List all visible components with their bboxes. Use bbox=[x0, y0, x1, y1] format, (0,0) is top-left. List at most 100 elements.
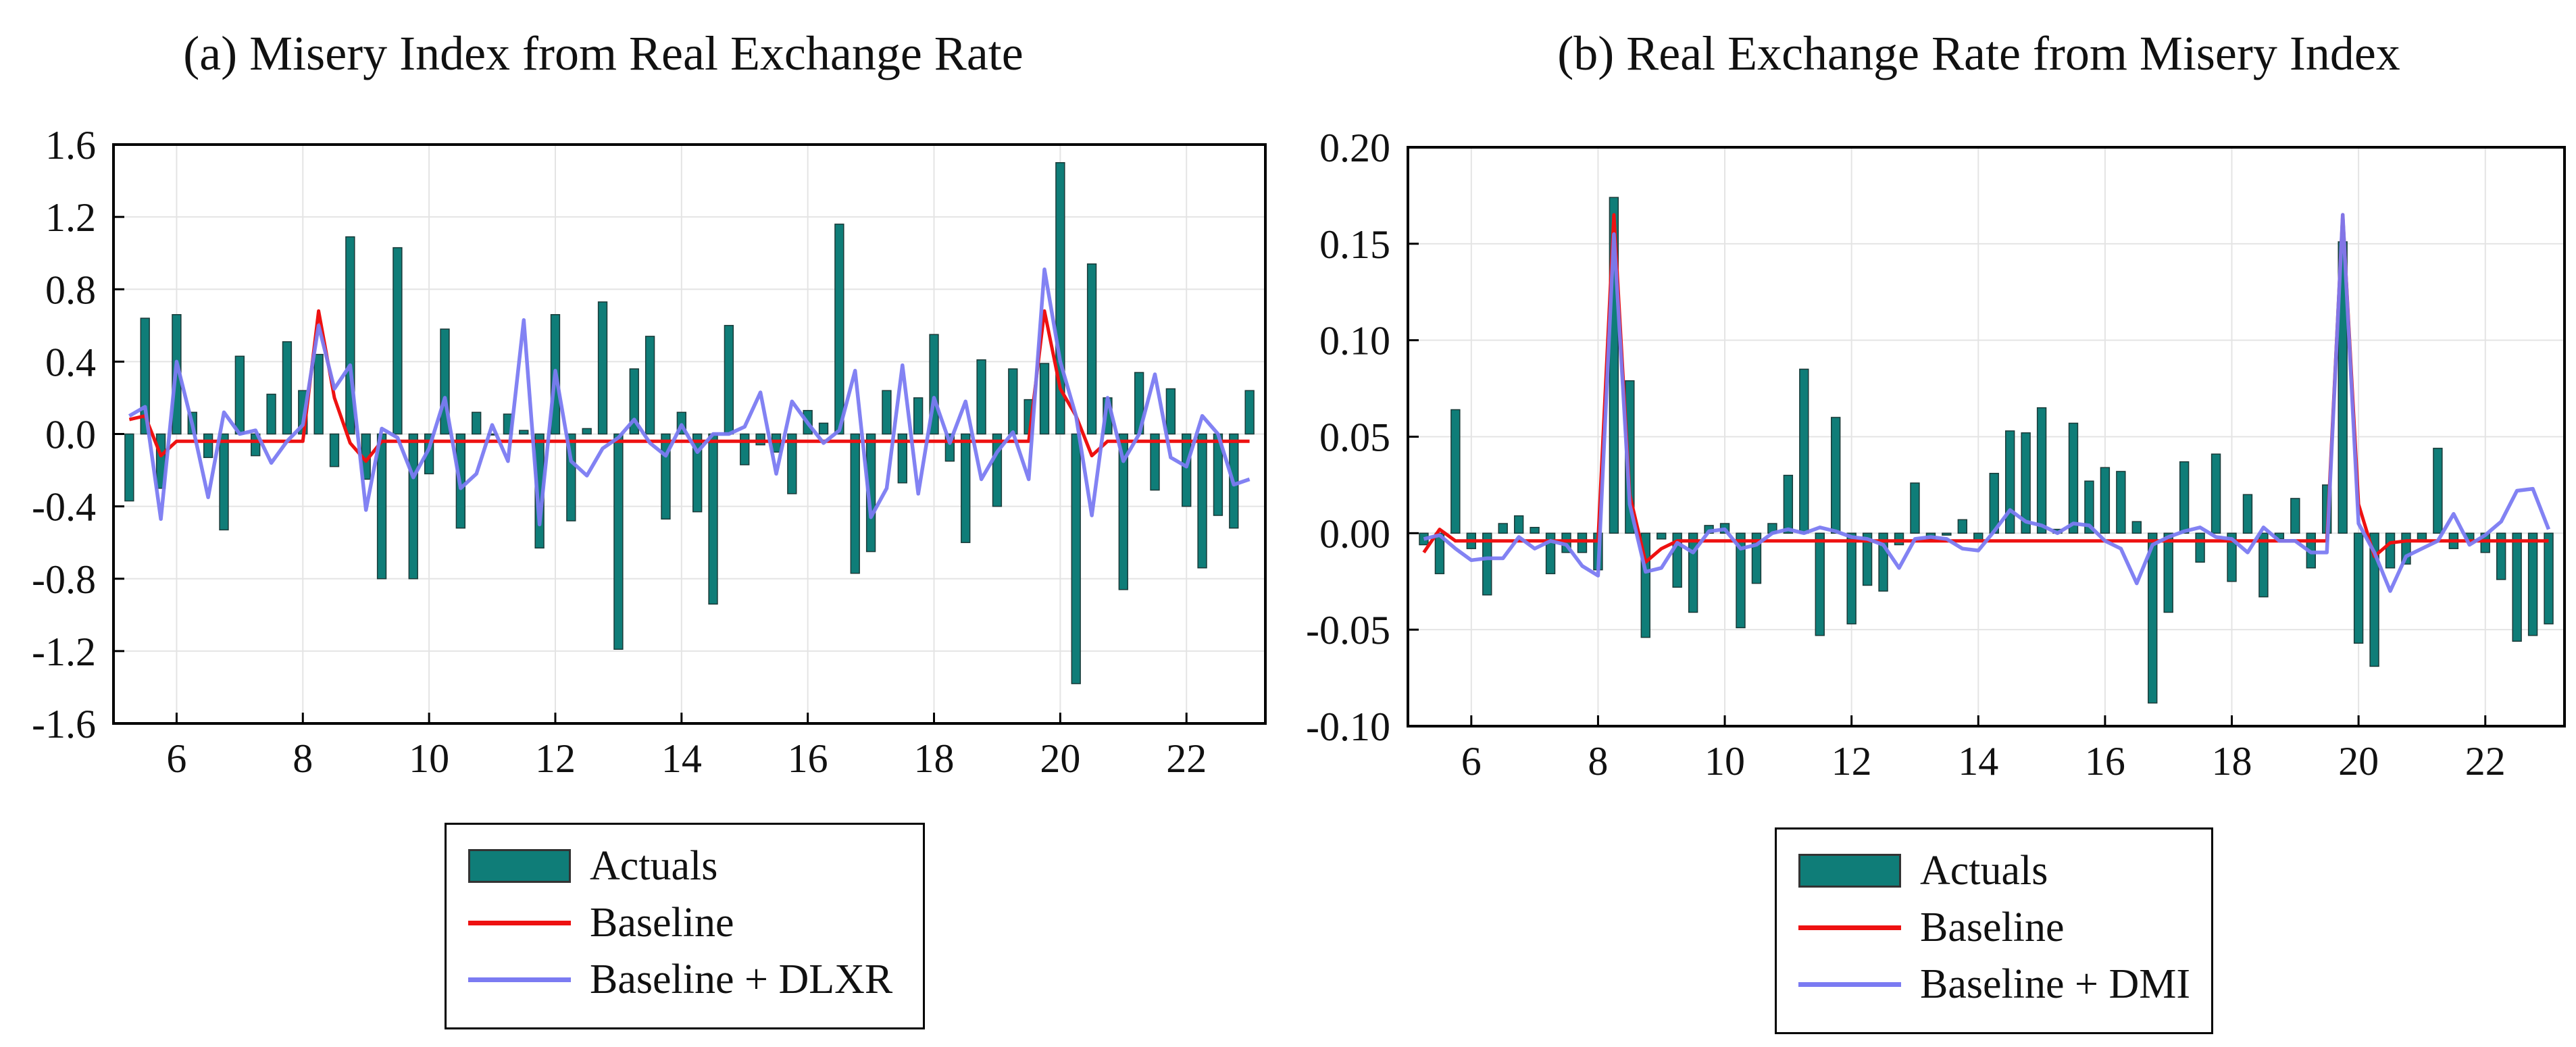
x-tick-label: 20 bbox=[1040, 736, 1080, 781]
actuals-bar bbox=[645, 336, 655, 435]
y-tick-label: 0.8 bbox=[45, 267, 96, 312]
legend-line-baseline-dlxr bbox=[468, 977, 571, 982]
actuals-bar bbox=[2544, 532, 2554, 625]
actuals-bar bbox=[1165, 388, 1176, 435]
legend-line-baseline-dmi bbox=[1798, 982, 1901, 987]
actuals-bar bbox=[2084, 480, 2094, 534]
actuals-bar bbox=[2242, 494, 2253, 534]
actuals-bar bbox=[708, 433, 718, 605]
actuals-bar bbox=[1434, 532, 1445, 575]
actuals-bar bbox=[2227, 532, 2237, 582]
actuals-bar bbox=[2211, 453, 2221, 534]
plot-area: 6 8 10 12 14 16 18 20 22 -1.6 -1.2 -0.8 -0.4 0.0 0.4 0.… bbox=[32, 123, 1267, 781]
x-tick-label: 10 bbox=[1704, 739, 1745, 784]
chart-panel-b: (b) Real Exchange Rate from Misery Index… bbox=[1288, 0, 2575, 1047]
actuals-bar bbox=[2116, 471, 2126, 534]
actuals-bar bbox=[740, 433, 750, 465]
actuals-bar bbox=[1513, 515, 1524, 534]
chart-title: (a) Misery Index from Real Exchange Rate bbox=[183, 26, 1024, 80]
x-tick-label: 12 bbox=[535, 736, 576, 781]
actuals-bar bbox=[692, 433, 703, 513]
baseline-plus-line bbox=[1423, 213, 2551, 593]
legend-item-actuals: Actuals bbox=[1777, 842, 2211, 898]
legend-label: Actuals bbox=[1920, 848, 2048, 894]
legend-label: Actuals bbox=[590, 843, 718, 889]
x-tick-label: 14 bbox=[661, 736, 702, 781]
actuals-bar bbox=[629, 368, 639, 435]
y-tick-label: 0.10 bbox=[1319, 319, 1390, 363]
actuals-bar bbox=[2433, 447, 2443, 534]
actuals-bar bbox=[2179, 461, 2190, 534]
actuals-bar bbox=[1783, 474, 1794, 534]
actuals-bar bbox=[2163, 532, 2173, 613]
actuals-bar bbox=[1150, 433, 1160, 491]
x-tick-label: 22 bbox=[2465, 739, 2506, 784]
actuals-bar bbox=[1482, 532, 1492, 596]
legend-swatch-actuals bbox=[468, 849, 571, 883]
actuals-bar bbox=[724, 325, 734, 435]
x-tick-label: 14 bbox=[1958, 739, 1998, 784]
actuals-bar bbox=[1688, 532, 1698, 613]
chart-panel-a: (a) Misery Index from Real Exchange Rate… bbox=[32, 26, 1267, 1029]
actuals-bar bbox=[266, 393, 276, 435]
actuals-bar bbox=[2353, 532, 2364, 644]
actuals-bar bbox=[992, 433, 1003, 507]
y-tick-label: 0.4 bbox=[45, 340, 96, 384]
legend-item-baseline: Baseline bbox=[447, 894, 923, 950]
baseline-plus-line bbox=[128, 267, 1251, 527]
actuals-bar bbox=[234, 355, 245, 435]
actuals-bar bbox=[2131, 521, 2142, 534]
actuals-bar bbox=[582, 428, 592, 435]
actuals-bar bbox=[408, 433, 418, 580]
legend-line-baseline bbox=[468, 921, 571, 925]
actuals-bar bbox=[203, 433, 213, 459]
legend-swatch-actuals bbox=[1798, 854, 1901, 888]
actuals-bar bbox=[2004, 430, 2015, 534]
actuals-bar bbox=[329, 433, 340, 467]
y-tick-label: 0.05 bbox=[1319, 415, 1390, 460]
legend-item-baseline-dlxr: Baseline + DLXR bbox=[447, 950, 923, 1007]
x-tick-label: 8 bbox=[293, 736, 313, 781]
y-tick-label: 0.0 bbox=[45, 413, 96, 457]
y-tick-label: 0.20 bbox=[1319, 126, 1390, 170]
y-tick-label: -0.10 bbox=[1306, 705, 1390, 749]
actuals-bar bbox=[1071, 433, 1081, 684]
actuals-bar bbox=[913, 397, 924, 435]
x-tick-label: 10 bbox=[409, 736, 449, 781]
y-tick-label: -0.05 bbox=[1306, 608, 1390, 653]
actuals-bar bbox=[787, 433, 797, 494]
actuals-bar bbox=[219, 433, 229, 531]
legend-item-baseline: Baseline bbox=[1777, 898, 2211, 955]
chart-title: (b) Real Exchange Rate from Misery Index bbox=[1557, 26, 2400, 80]
y-tick-label: -0.4 bbox=[32, 485, 96, 530]
actuals-bar bbox=[897, 433, 907, 484]
legend-label: Baseline + DMI bbox=[1920, 961, 2191, 1007]
actuals-bar bbox=[850, 433, 860, 574]
actuals-bar bbox=[2021, 432, 2031, 534]
actuals-bar bbox=[140, 317, 150, 435]
x-tick-label: 16 bbox=[2085, 739, 2125, 784]
legend: Actuals Baseline Baseline + DMI bbox=[1775, 827, 2213, 1034]
actuals-bar bbox=[755, 433, 765, 446]
actuals-bar bbox=[2496, 532, 2506, 580]
actuals-bar bbox=[313, 353, 324, 435]
actuals-bar bbox=[1577, 532, 1588, 553]
x-tick-label: 18 bbox=[2212, 739, 2252, 784]
legend-item-baseline-dmi: Baseline + DMI bbox=[1777, 955, 2211, 1012]
actuals-bar bbox=[282, 341, 293, 435]
y-tick-label: 0.15 bbox=[1319, 222, 1390, 267]
actuals-bar bbox=[2385, 532, 2396, 569]
actuals-bar bbox=[1846, 532, 1857, 625]
actuals-bar bbox=[1008, 368, 1018, 435]
actuals-bar bbox=[2527, 532, 2538, 636]
actuals-bar bbox=[1197, 433, 1207, 569]
legend: Actuals Baseline Baseline + DLXR bbox=[445, 823, 925, 1029]
actuals-bar bbox=[818, 422, 829, 435]
actuals-bar bbox=[472, 411, 482, 435]
x-tick-label: 6 bbox=[166, 736, 186, 781]
actuals-bar bbox=[2290, 498, 2300, 534]
actuals-bar bbox=[1799, 368, 1809, 534]
actuals-bar bbox=[1942, 532, 1952, 536]
actuals-bar bbox=[1498, 523, 1508, 534]
legend-label: Baseline bbox=[590, 900, 734, 946]
